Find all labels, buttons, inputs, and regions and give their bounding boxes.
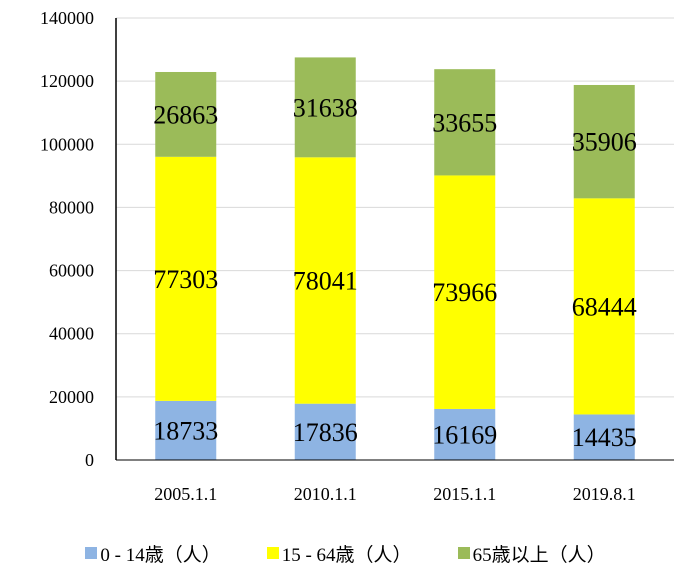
data-label: 35906	[572, 128, 637, 157]
bar-segment	[573, 84, 635, 199]
legend-label: 15 - 64歳（人）	[281, 544, 412, 566]
bar-segment	[155, 71, 217, 157]
data-labels: 18733 77303 26863 17836 78041 31638 16169 73966…	[153, 93, 637, 452]
legend-swatch	[266, 547, 279, 559]
data-label: 18733	[153, 416, 218, 445]
bar-segment	[294, 403, 356, 460]
y-tick-label: 0	[85, 450, 94, 470]
data-label: 33655	[432, 108, 497, 137]
bar-segment	[434, 69, 496, 176]
data-label: 31638	[293, 93, 358, 122]
data-label: 14435	[572, 423, 637, 452]
data-label: 16169	[432, 420, 497, 449]
stacked-bar-chart: 18733 77303 26863 17836 78041 31638 16169 73966…	[40, 8, 674, 504]
y-tick-label: 120000	[40, 71, 94, 91]
y-tick-label: 80000	[49, 197, 94, 217]
legend: 0 - 14歳（人） 15 - 64歳（人） 65歳以上（人）	[0, 540, 691, 566]
x-tick-label: 2010.1.1	[294, 484, 357, 504]
legend-label: 0 - 14歳（人）	[100, 544, 221, 566]
legend-item: 0 - 14歳（人）	[85, 540, 221, 567]
y-tick-label: 100000	[40, 134, 94, 154]
bar-segment	[573, 198, 635, 415]
data-label: 68444	[572, 292, 637, 321]
bars	[155, 57, 635, 460]
data-label: 17836	[293, 418, 358, 447]
data-label: 26863	[153, 100, 218, 129]
bar-segment	[434, 175, 496, 409]
bar-segment	[294, 57, 356, 158]
x-tick-label: 2019.8.1	[573, 484, 636, 504]
data-label: 73966	[432, 278, 497, 307]
bar-segment	[155, 400, 217, 460]
bar-segment	[294, 157, 356, 404]
legend-item: 65歳以上（人）	[457, 540, 606, 567]
legend-item: 15 - 64歳（人）	[266, 540, 412, 567]
y-tick-label: 140000	[40, 8, 94, 28]
x-tick-label: 2015.1.1	[433, 484, 496, 504]
bar-segment	[434, 408, 496, 460]
y-tick-label: 60000	[49, 261, 94, 281]
legend-label: 65歳以上（人）	[472, 544, 606, 566]
legend-swatch	[457, 547, 470, 559]
y-tick-label: 40000	[49, 324, 94, 344]
legend-swatch	[85, 547, 98, 559]
bar-segment	[155, 156, 217, 401]
data-label: 77303	[153, 265, 218, 294]
y-tick-label: 20000	[49, 387, 94, 407]
axes: 0 20000 40000 60000 80000 100000 120000 140000 2…	[40, 8, 674, 504]
data-label: 78041	[293, 266, 358, 295]
x-tick-label: 2005.1.1	[154, 484, 217, 504]
bar-segment	[573, 414, 635, 460]
